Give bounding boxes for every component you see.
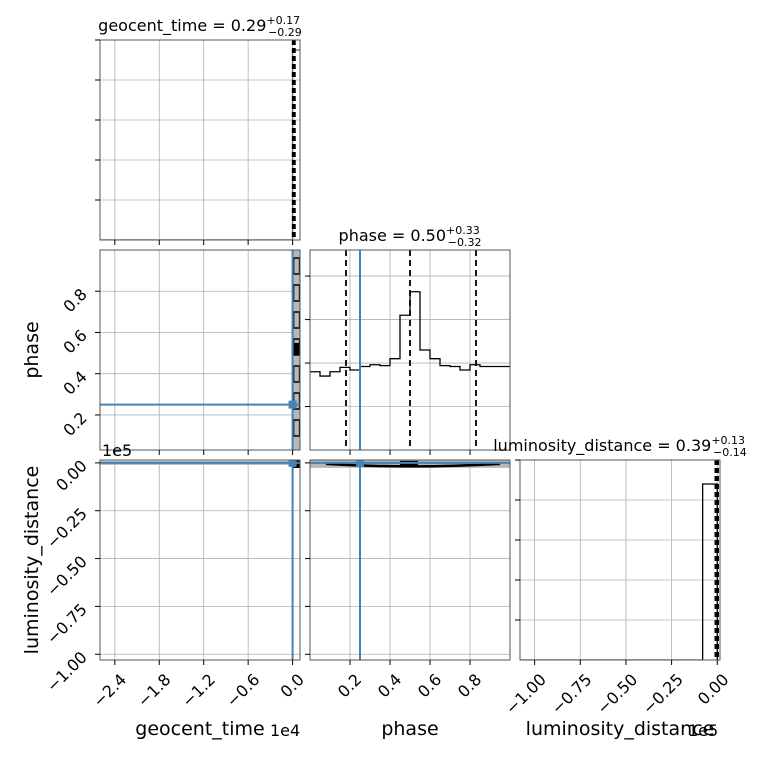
geocent-time-x-offset-label: 1e4	[270, 721, 300, 740]
phase-vs-geocent-time-ytick-label-1: 0.4	[59, 367, 90, 398]
geocent-time-hist-title-plus: +0.17	[266, 14, 300, 27]
phase-hist-title-minus: −0.32	[448, 236, 482, 249]
ld-vs-geocent-time-ytick-label-1: −0.25	[43, 504, 91, 552]
ld-vs-geocent-time-xtick-label-1: −1.8	[134, 670, 175, 711]
geocent-time-hist-title: geocent_time = 0.29+0.17 −0.29	[98, 14, 302, 39]
ld-vs-geocent-time-xtick-label-2: −1.2	[178, 670, 219, 711]
geocent-time-hist-frame	[99, 39, 301, 241]
ld-vs-geocent-time-ytick-label-0: 0.00	[52, 456, 91, 495]
plot-marks	[100, 40, 720, 660]
ld-vs-geocent-time-xtick-label-4: 0.0	[276, 670, 307, 701]
phase-hist-title-main: phase = 0.50	[339, 226, 446, 245]
ld-vs-phase-xtick-label-3: 0.8	[454, 670, 485, 701]
panel-backgrounds	[100, 40, 720, 660]
ld-vs-phase-xtick-label-1: 0.4	[374, 670, 405, 701]
phase-hist-title-plus: +0.33	[446, 224, 480, 237]
phase-x-axis-title: phase	[381, 718, 438, 740]
ld-hist-xtick-label-3: −0.25	[639, 670, 687, 718]
ld-hist-xtick-label-0: −1.00	[502, 670, 550, 718]
ld-vs-geocent-time-marks	[100, 460, 300, 660]
ld-vs-geocent-time-xtick-label-3: −0.6	[223, 670, 264, 711]
ld-vs-geocent-time-ytick-label-3: −0.75	[43, 600, 91, 648]
phase-vs-geocent-time-ytick-label-3: 0.8	[59, 285, 90, 316]
ld-vs-geocent-time-background	[100, 460, 300, 660]
ld-hist-xtick-label-4: 0.00	[694, 670, 733, 709]
ld-hist-title-minus: −0.14	[713, 446, 747, 459]
phase-hist-title: phase = 0.50+0.33 −0.32	[339, 224, 482, 249]
luminosity-distance-axis-title: luminosity_distance	[21, 466, 43, 655]
phase-hist-marks	[310, 250, 510, 450]
ld-hist-title: luminosity_distance = 0.39+0.13 −0.14	[493, 434, 747, 459]
ld-vs-geocent-time-xtick-label-0: −2.4	[89, 670, 130, 711]
ld-vs-phase-truth-marker	[356, 460, 364, 467]
phase-axis-title: phase	[21, 321, 43, 378]
ld-vs-geocent-time-ytick-label-2: −0.50	[43, 552, 91, 600]
ld-vs-geocent-time-frame	[99, 459, 301, 661]
ld-x-offset-label: 1e5	[688, 721, 718, 740]
ld-hist-xtick-label-2: −0.50	[593, 670, 641, 718]
geocent-time-hist-title-main: geocent_time = 0.29	[98, 16, 266, 36]
geocent-time-hist-title-minus: −0.29	[268, 26, 302, 39]
ld-vs-phase-background	[310, 460, 510, 660]
phase-vs-geocent-time-ytick-label-2: 0.6	[59, 326, 90, 357]
ld-vs-phase-xtick-label-2: 0.6	[414, 670, 445, 701]
geocent-time-hist-background	[100, 40, 300, 240]
ld-vs-phase-frame	[309, 459, 511, 661]
ld-hist-marks	[520, 460, 720, 660]
ld-vs-phase-marks	[310, 460, 510, 660]
ld-hist-background	[520, 460, 720, 660]
geocent-time-hist-marks	[100, 40, 300, 240]
ld-vs-geocent-time-truth-marker	[288, 460, 297, 467]
axes	[95, 39, 721, 665]
phase-vs-geocent-time-background	[100, 250, 300, 450]
phase-vs-geocent-time-truth-marker	[288, 400, 297, 409]
ld-vs-phase-xtick-label-0: 0.2	[334, 670, 365, 701]
phase-vs-geocent-time-frame	[99, 249, 301, 451]
geocent-time-axis-title: geocent_time	[135, 718, 264, 740]
phase-vs-geocent-time-density-peak	[291, 342, 300, 355]
phase-hist-steps	[310, 291, 510, 377]
ld-hist-xtick-label-1: −0.75	[547, 670, 595, 718]
ld-hist-title-main: luminosity_distance = 0.39	[493, 436, 711, 456]
phase-hist-frame	[309, 249, 511, 451]
ld-hist-frame	[519, 459, 721, 661]
ld-hist-title-plus: +0.13	[711, 434, 745, 447]
ld-x-axis-title: luminosity_distance	[526, 718, 715, 740]
ld-vs-geocent-time-ytick-label-4: −1.00	[43, 648, 91, 696]
phase-vs-geocent-time-ytick-label-0: 0.2	[59, 408, 90, 439]
ld-y-offset-label: 1e5	[102, 441, 132, 460]
